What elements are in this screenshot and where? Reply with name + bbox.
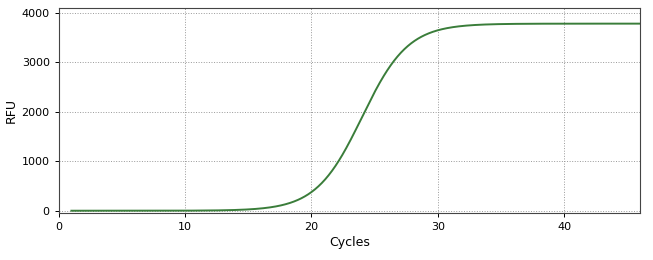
- X-axis label: Cycles: Cycles: [329, 236, 370, 249]
- Y-axis label: RFU: RFU: [5, 98, 18, 123]
